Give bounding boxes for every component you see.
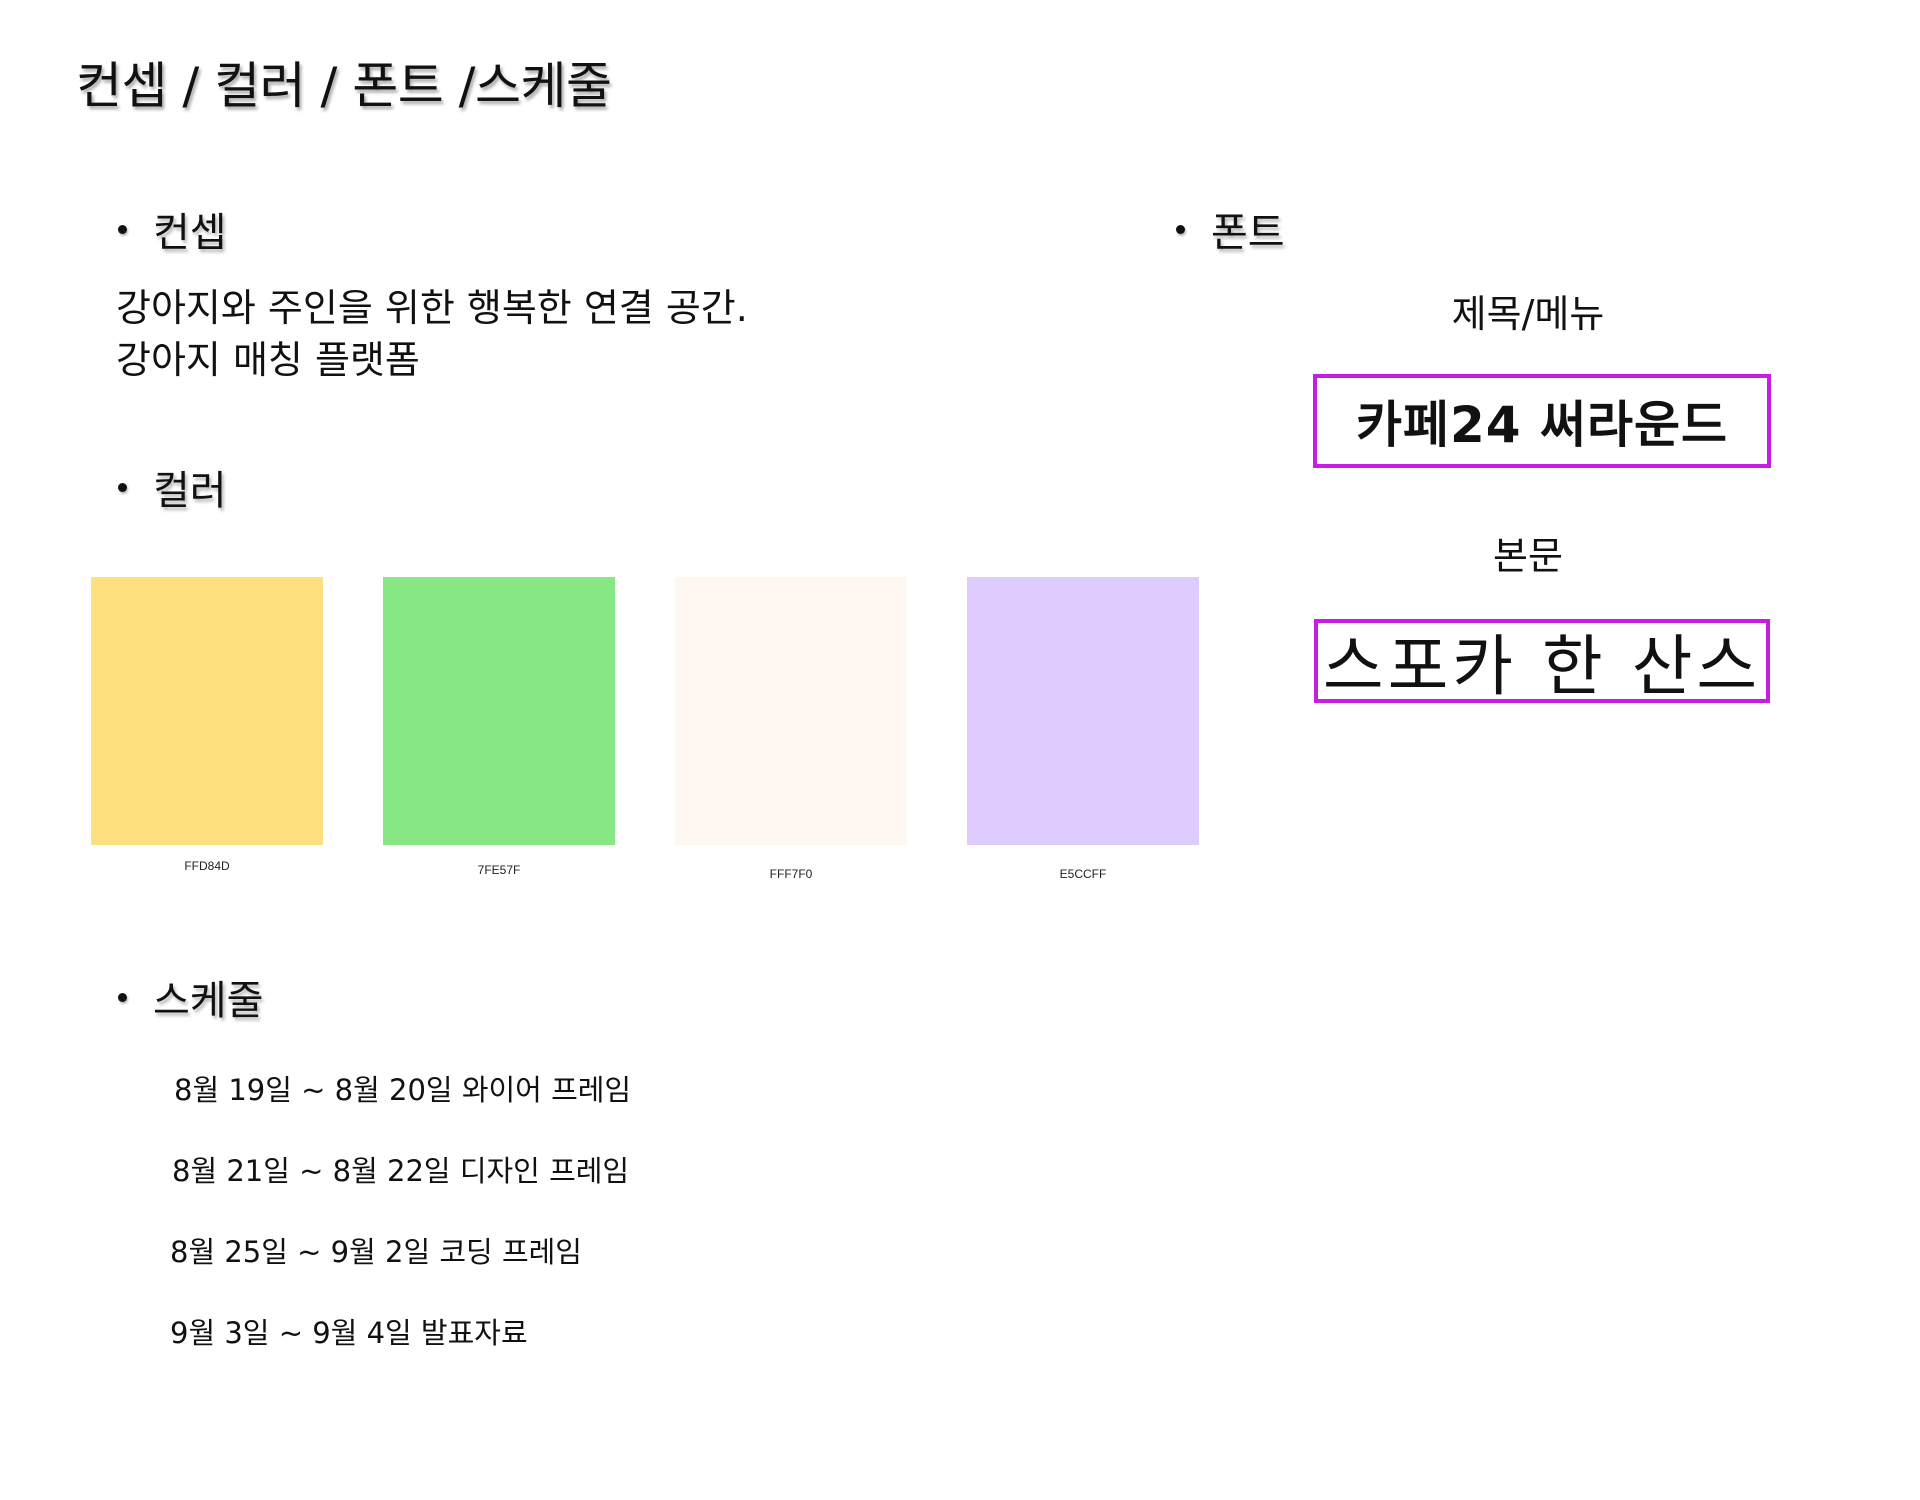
schedule-heading: 스케줄	[118, 968, 263, 1026]
color-swatch-label: FFD84D	[184, 859, 230, 873]
bullet-icon	[118, 224, 127, 234]
color-swatch-lavender	[967, 577, 1199, 845]
concept-line: 강아지와 주인을 위한 행복한 연결 공간.	[116, 286, 748, 330]
bullet-icon	[118, 482, 127, 492]
body-font-sample-box: 스포카 한 산스	[1314, 619, 1770, 703]
font-heading-label: 폰트	[1211, 210, 1285, 256]
concept-heading: 컨셉	[118, 200, 227, 258]
title-font-sample: 카페24 써라운드	[1356, 396, 1728, 454]
schedule-item: 8월 19일 ~ 8월 20일 와이어 프레임	[174, 1073, 632, 1107]
color-swatch-label: E5CCFF	[1059, 867, 1107, 881]
bullet-icon	[118, 992, 127, 1002]
concept-heading-label: 컨셉	[153, 210, 227, 256]
title-font-sample-box: 카페24 써라운드	[1313, 374, 1771, 468]
color-swatch-label: 7FE57F	[477, 863, 521, 877]
schedule-heading-label: 스케줄	[153, 978, 264, 1024]
color-swatch-cream	[675, 577, 907, 845]
color-swatch-green	[383, 577, 615, 845]
color-heading-label: 컬러	[153, 468, 227, 514]
body-font-sample: 스포카 한 산스	[1322, 628, 1762, 703]
page-title: 컨셉 / 컬러 / 폰트 /스케줄	[76, 57, 612, 115]
title-font-label: 제목/메뉴	[1451, 292, 1605, 336]
schedule-item: 9월 3일 ~ 9월 4일 발표자료	[170, 1316, 528, 1350]
schedule-item: 8월 21일 ~ 8월 22일 디자인 프레임	[172, 1154, 630, 1188]
body-font-label: 본문	[1493, 534, 1563, 578]
color-swatch-yellow	[91, 577, 323, 845]
schedule-item: 8월 25일 ~ 9월 2일 코딩 프레임	[170, 1235, 582, 1269]
color-swatch-label: FFF7F0	[769, 867, 813, 881]
concept-line: 강아지 매칭 플랫폼	[116, 338, 420, 382]
bullet-icon	[1176, 224, 1185, 234]
concept-description: 강아지와 주인을 위한 행복한 연결 공간. 강아지 매칭 플랫폼	[116, 282, 916, 386]
font-heading: 폰트	[1176, 200, 1285, 258]
color-heading: 컬러	[118, 458, 227, 516]
